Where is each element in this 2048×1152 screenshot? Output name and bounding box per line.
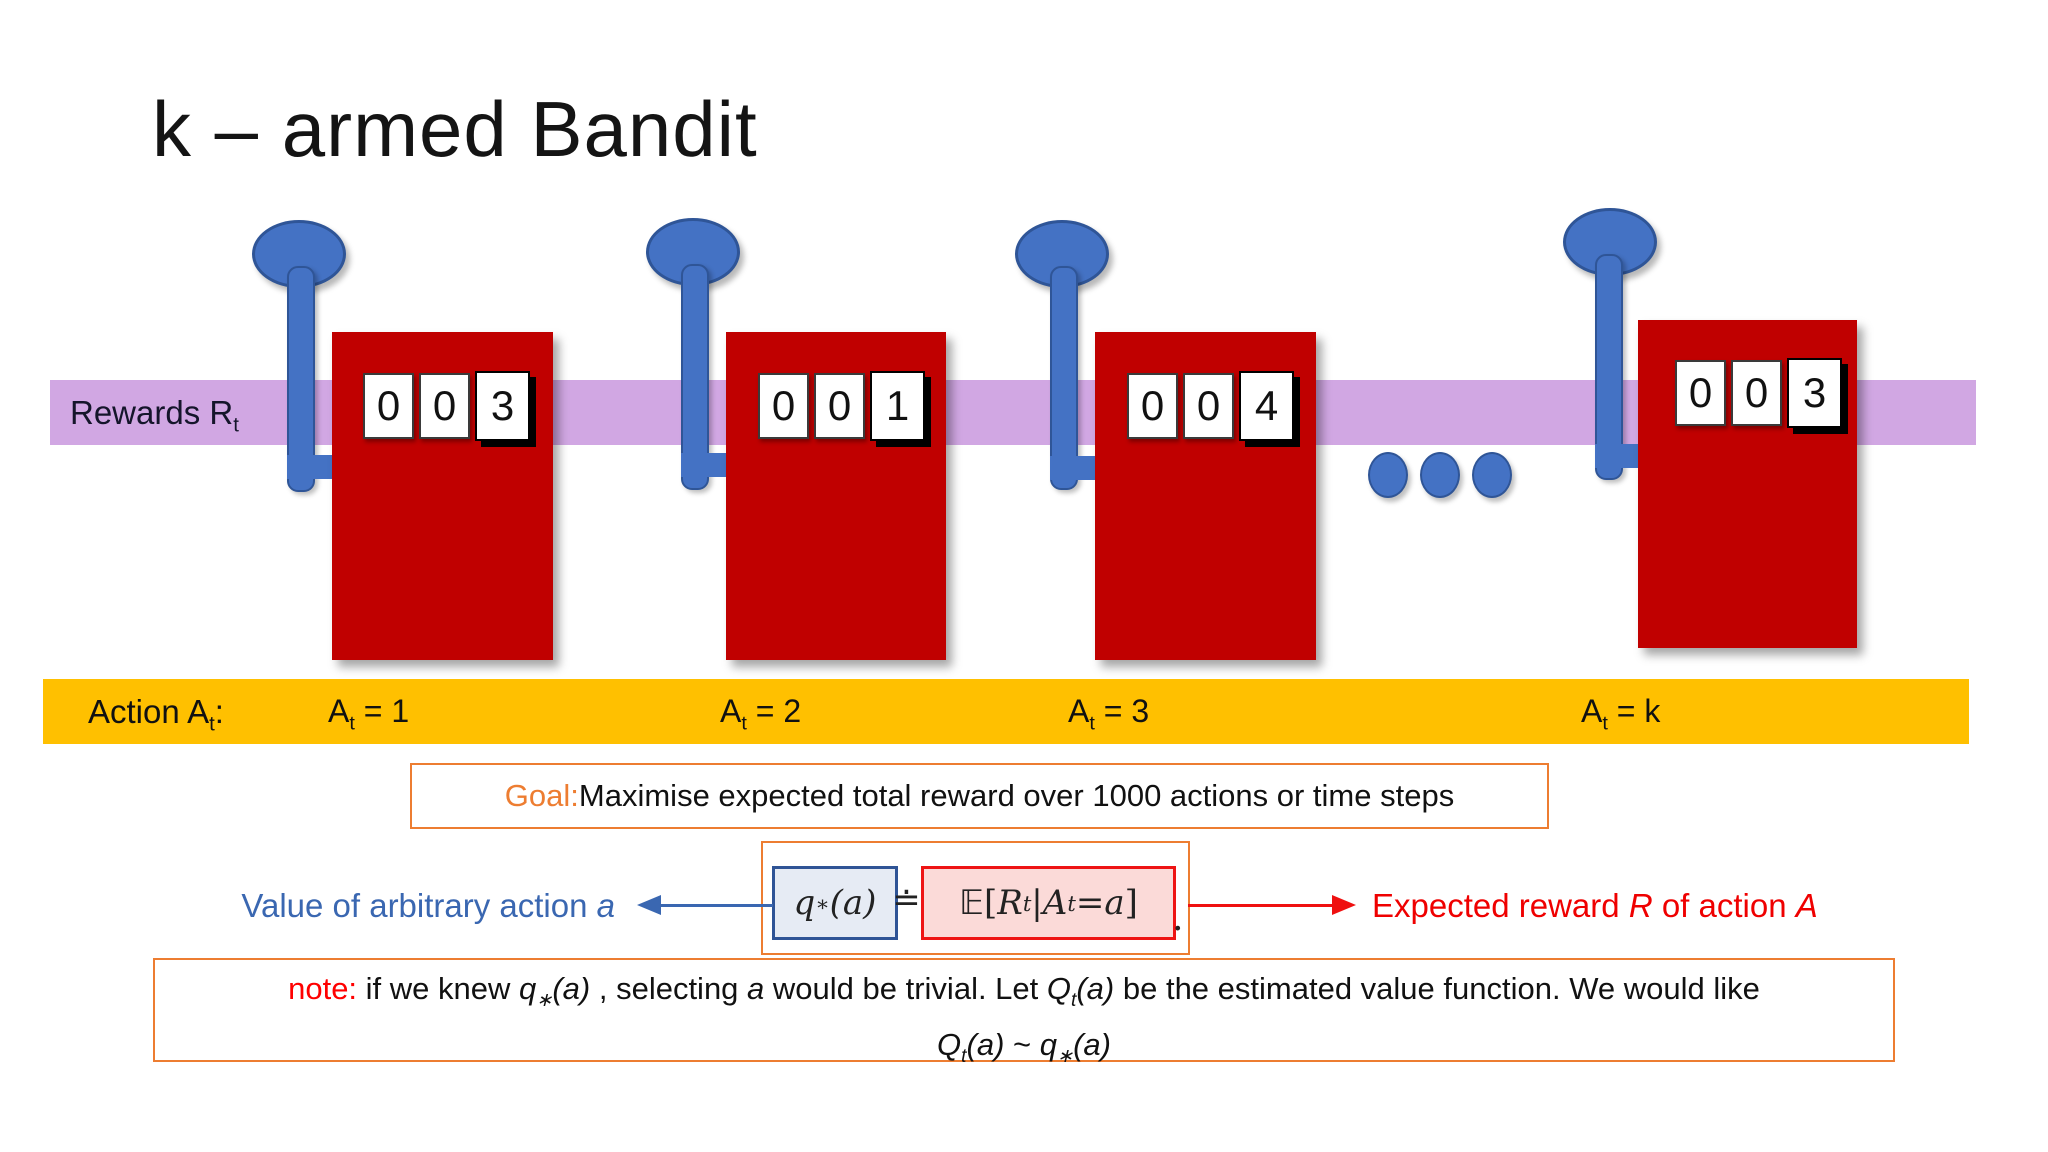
doteq-symbol: ≐ [892, 880, 921, 920]
left-arrow-line [660, 904, 773, 907]
reward-caption: Expected reward R of action A [1372, 887, 1818, 924]
counter-digit: 0 [1675, 360, 1726, 426]
q-args: (a) [829, 883, 877, 923]
counter-digit: 0 [363, 373, 414, 439]
q-symbol: q [793, 883, 816, 923]
lever-arm [1050, 266, 1078, 490]
action-value-1: At = 1 [328, 693, 410, 735]
q-star-sub: ∗ [815, 890, 830, 916]
rewards-label-text: Rewards R [70, 394, 234, 431]
action-symbol: A [1042, 883, 1068, 923]
counter-digit: 0 [1731, 360, 1782, 426]
counter-digit: 0 [814, 373, 865, 439]
lever-arm [681, 264, 709, 490]
value-caption: Value of arbitrary action a [241, 887, 615, 924]
page-title: k – armed Bandit [152, 85, 758, 173]
counter-digit: 0 [1183, 373, 1234, 439]
goal-text: Maximise expected total reward over 1000… [578, 778, 1455, 813]
action-label-sub: t [209, 712, 215, 736]
lever-arm [1595, 254, 1623, 480]
action-value-2: At = 2 [720, 693, 802, 735]
counter-display: 0 0 1 [758, 371, 925, 441]
ellipsis-dot [1472, 452, 1512, 498]
lever-knob-icon [1015, 220, 1109, 288]
reward-symbol: R [997, 883, 1023, 923]
action-value-3: At = 3 [1068, 693, 1150, 735]
goal-label: Goal: [504, 778, 579, 813]
counter-display: 0 0 3 [1675, 358, 1842, 428]
ellipsis-dot [1420, 452, 1460, 498]
note-box: note: if we knew q∗(a) , selecting a wou… [153, 958, 1895, 1067]
action-value-k: At = k [1581, 693, 1661, 735]
right-arrow-line [1188, 904, 1332, 907]
lever-arm [287, 266, 315, 492]
formula-period: . [1172, 898, 1184, 939]
rewards-label-sub: t [233, 413, 239, 437]
ellipsis-dot [1368, 452, 1408, 498]
counter-display: 0 0 4 [1127, 371, 1294, 441]
counter-display: 0 0 3 [363, 371, 530, 441]
action-label-text: Action A [88, 693, 210, 730]
q-value-box: q ∗ (a) [772, 866, 898, 940]
counter-digit: 1 [870, 371, 925, 441]
note-line-2: Qt(a) ~ q∗(a) [937, 1027, 1111, 1068]
counter-digit: 0 [419, 373, 470, 439]
counter-digit: 0 [758, 373, 809, 439]
note-line-1: note: if we knew q∗(a) , selecting a wou… [288, 971, 1760, 1012]
counter-digit: 3 [1787, 358, 1842, 428]
right-arrowhead-icon [1332, 895, 1356, 915]
counter-digit: 4 [1239, 371, 1294, 441]
goal-box: Goal: Maximise expected total reward ove… [410, 763, 1549, 829]
rewards-band-label: Rewards Rt [70, 380, 239, 445]
counter-digit: 3 [475, 371, 530, 441]
action-label-colon: : [214, 693, 224, 730]
left-arrowhead-icon [637, 895, 661, 915]
counter-digit: 0 [1127, 373, 1178, 439]
action-band: Action At: [43, 679, 1969, 744]
action-band-label: Action At: [88, 679, 224, 744]
note-label: note: [288, 971, 358, 1006]
expectation-E: 𝔼 [959, 883, 984, 923]
